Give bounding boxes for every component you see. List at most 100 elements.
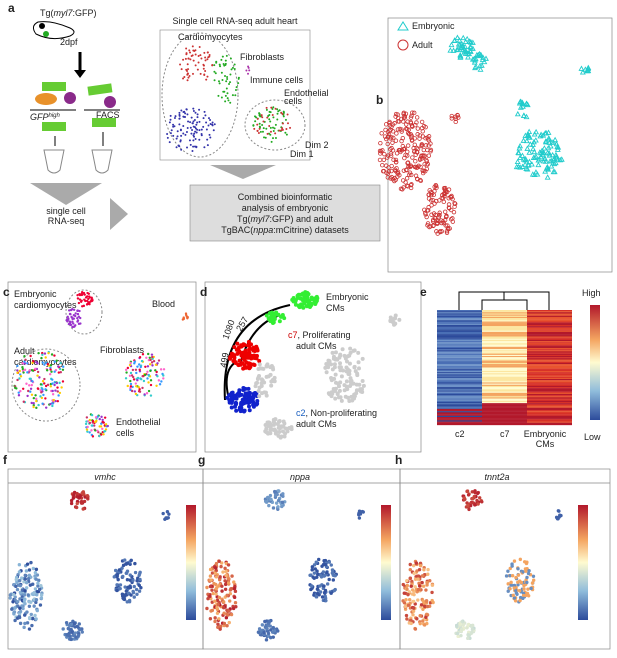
cell-dot <box>525 162 532 168</box>
cell-dot <box>138 388 141 391</box>
cell-dot <box>409 584 413 588</box>
heat-cell <box>482 350 527 352</box>
cell-dot <box>224 616 229 620</box>
cell-dot <box>258 114 261 117</box>
cell-dot <box>286 113 289 116</box>
heat-cell <box>437 353 482 355</box>
cell-dot <box>378 149 384 154</box>
cell-dot <box>146 352 150 356</box>
cell-dot <box>403 604 408 609</box>
cell-dot <box>467 39 474 45</box>
cell-dot <box>219 561 224 565</box>
cell-dot <box>128 374 132 377</box>
cell-dot <box>16 371 19 375</box>
cell-dot <box>192 110 195 113</box>
cell-dot <box>214 592 218 596</box>
heat-cell <box>482 335 527 337</box>
heat-cell <box>437 365 482 367</box>
cell-dot <box>189 143 192 146</box>
cell-dot <box>64 620 69 625</box>
cell-dot <box>546 150 553 156</box>
cell-dot <box>442 185 448 191</box>
heat-cell <box>527 330 572 332</box>
cell-dot <box>34 367 37 371</box>
cell-dot <box>88 421 92 425</box>
cell-dot <box>264 136 267 139</box>
cell-dot <box>355 373 360 378</box>
cell-dot <box>526 149 533 155</box>
cell-dot <box>193 132 196 135</box>
cell-dot <box>422 567 426 572</box>
cell-dot <box>480 500 484 504</box>
cell-dot <box>517 98 524 105</box>
cell-dot <box>333 396 338 401</box>
heat-cell <box>437 322 482 324</box>
cell-dot <box>253 127 256 130</box>
cell-dot <box>154 369 157 372</box>
dendrogram <box>458 291 550 310</box>
cell-dot <box>36 584 40 588</box>
cell-dot <box>57 365 60 368</box>
heat-cell <box>482 387 527 389</box>
cell-dot <box>17 615 22 620</box>
cell-dot <box>251 395 256 400</box>
cell-dot <box>459 633 463 638</box>
heat-cell <box>437 398 482 400</box>
cell-dot <box>411 146 416 151</box>
cell-dot <box>351 348 356 353</box>
heat-cell <box>527 397 572 399</box>
heat-cell <box>482 354 527 357</box>
cell-dot <box>85 416 89 419</box>
heat-cell <box>437 392 482 395</box>
cell-dot <box>101 418 104 422</box>
cell-dot <box>217 94 220 97</box>
panel-label: b <box>376 93 383 107</box>
cell-dot <box>74 314 77 318</box>
cell-dot <box>18 621 23 626</box>
cell-dot <box>187 120 190 123</box>
cell-dot <box>274 123 277 126</box>
cell-dot <box>23 360 26 363</box>
heat-cell <box>527 354 572 357</box>
cell-dot <box>264 430 269 435</box>
cell-dot <box>10 607 14 611</box>
cell-dot <box>506 569 510 573</box>
cell-dot <box>412 164 418 170</box>
cell-dot <box>214 586 219 591</box>
cell-dot <box>19 375 23 378</box>
cell-dot <box>276 425 281 430</box>
cell-dot <box>553 140 560 147</box>
cell-dot <box>221 55 224 58</box>
cell-dot <box>69 637 73 642</box>
cell-dot <box>26 576 31 581</box>
cell-dot <box>35 608 39 613</box>
cell-dot <box>217 559 221 563</box>
cell-dot <box>51 382 54 385</box>
heat-cell <box>482 346 527 349</box>
cell-dot <box>324 370 329 375</box>
cell-dot <box>192 139 195 142</box>
heat-cell <box>527 423 572 426</box>
heat-cell <box>482 322 527 324</box>
cell-dot <box>36 374 39 377</box>
cell-dot <box>344 359 349 364</box>
cell-dot <box>43 363 46 366</box>
cell-dot <box>159 368 163 371</box>
cell-dot <box>189 121 192 124</box>
cell-dot <box>270 140 273 143</box>
colorbar-label: Low <box>584 432 601 442</box>
cell-dot <box>206 58 209 61</box>
cell-dot <box>341 368 346 373</box>
transgenic-label-part: Tg( <box>40 8 54 18</box>
cell-dot <box>196 128 199 131</box>
cell-dot <box>470 627 475 631</box>
heat-cell <box>482 349 527 351</box>
cell-dot <box>419 119 425 125</box>
cell-dot <box>73 625 77 629</box>
cell-dot <box>26 394 29 398</box>
cell-dot <box>17 394 21 397</box>
colorbar <box>590 305 600 420</box>
heat-cell <box>482 358 527 360</box>
cell-dot <box>37 351 40 355</box>
cell-dot <box>395 170 400 176</box>
